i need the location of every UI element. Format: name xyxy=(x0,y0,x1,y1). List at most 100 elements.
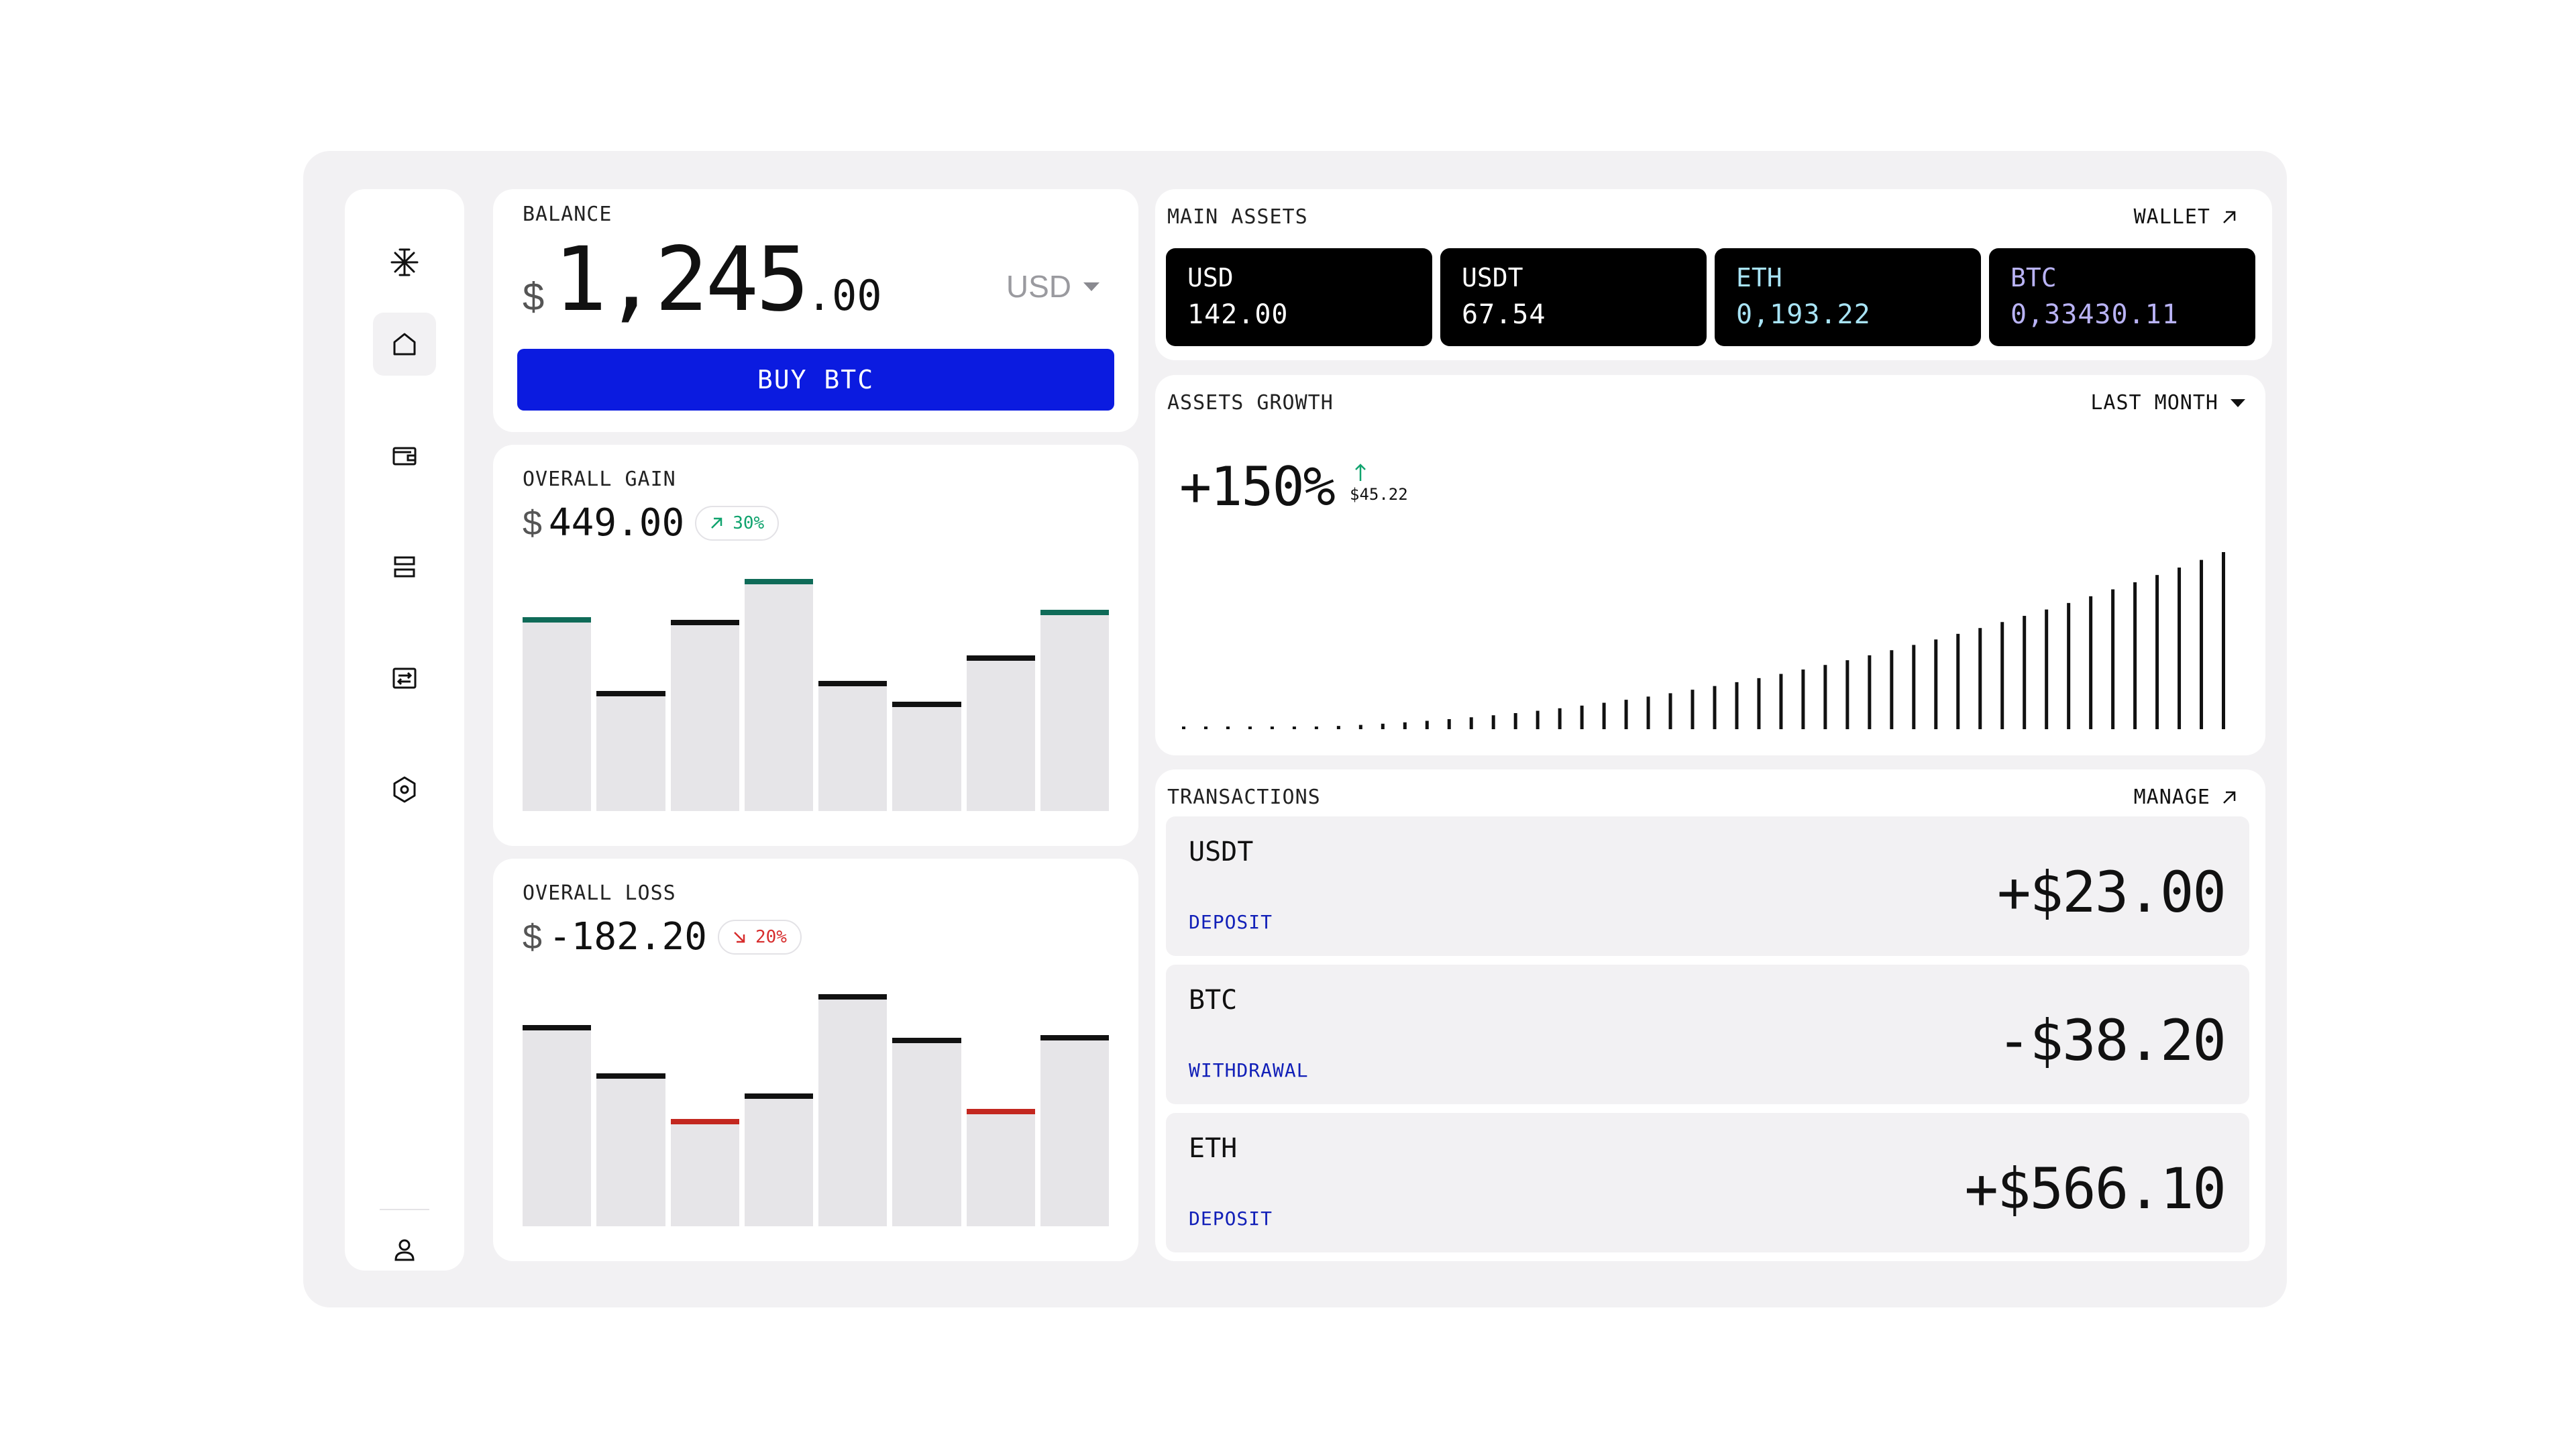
gain-currency-sign: $ xyxy=(523,503,542,543)
bar xyxy=(818,994,888,1226)
bar-cap xyxy=(818,994,888,1000)
growth-bar xyxy=(1447,718,1451,729)
bar xyxy=(966,655,1035,811)
balance-label: BALANCE xyxy=(523,203,612,226)
growth-bar xyxy=(1934,639,1938,729)
transaction-type: DEPOSIT xyxy=(1189,1208,1273,1230)
sidebar-item-settings[interactable] xyxy=(373,758,436,821)
loss-bar-chart xyxy=(523,859,1109,1226)
bar xyxy=(892,701,961,811)
asterisk-logo-icon[interactable] xyxy=(373,231,436,294)
asset-tile-usdt[interactable]: USDT 67.54 xyxy=(1440,248,1707,346)
growth-bar xyxy=(1845,660,1849,729)
growth-bar xyxy=(1624,700,1628,729)
asset-value: 142.00 xyxy=(1187,299,1289,330)
growth-bar xyxy=(1779,674,1783,729)
growth-bar xyxy=(2000,622,2004,729)
wallet-link[interactable]: WALLET xyxy=(2134,205,2239,229)
growth-bar xyxy=(2222,552,2225,729)
bar-cap xyxy=(523,617,592,623)
gain-value-row: $ 449.00 30% xyxy=(523,501,780,545)
transactions-label: TRANSACTIONS xyxy=(1167,786,1321,809)
arrow-up-right-icon xyxy=(711,517,722,529)
bar xyxy=(892,1037,961,1226)
bar-cap xyxy=(744,1093,813,1099)
manage-link[interactable]: MANAGE xyxy=(2134,786,2239,809)
balance-dec: .00 xyxy=(806,271,882,320)
transaction-type: WITHDRAWAL xyxy=(1189,1059,1309,1081)
profile-button[interactable] xyxy=(373,1218,436,1281)
chevron-down-icon xyxy=(2231,398,2245,407)
growth-bar xyxy=(2155,575,2159,729)
growth-bar xyxy=(1336,726,1340,729)
transaction-asset: BTC xyxy=(1189,985,1238,1016)
main-assets-card: MAIN ASSETS WALLET USD 142.00 USDT 67.54… xyxy=(1155,189,2272,360)
transaction-amount: -$38.20 xyxy=(1996,1008,2226,1073)
transaction-asset: USDT xyxy=(1189,837,1254,867)
dashboard-frame: BALANCE $ 1,245 .00 USD BUY BTC OVERALL … xyxy=(303,151,2287,1307)
growth-bar xyxy=(1248,727,1252,729)
growth-bar xyxy=(1226,727,1230,729)
gain-label: OVERALL GAIN xyxy=(523,468,676,491)
transaction-asset: ETH xyxy=(1189,1133,1238,1164)
growth-bar xyxy=(1381,723,1385,729)
asset-tile-btc[interactable]: BTC 0,33430.11 xyxy=(1989,248,2255,346)
gain-value: 449.00 xyxy=(548,501,685,545)
home-icon xyxy=(393,333,416,356)
bar xyxy=(596,691,665,811)
sidebar-item-exchange[interactable] xyxy=(373,647,436,710)
growth-bar xyxy=(1912,645,1916,729)
main-assets-label: MAIN ASSETS xyxy=(1167,205,1308,229)
bar-cap xyxy=(1040,609,1109,615)
asset-tile-usd[interactable]: USD 142.00 xyxy=(1166,248,1432,346)
bar-cap xyxy=(892,701,961,707)
sidebar-item-wallet[interactable] xyxy=(373,424,436,487)
growth-bar xyxy=(1823,665,1827,729)
asset-tile-eth[interactable]: ETH 0,193.22 xyxy=(1715,248,1981,346)
growth-bar xyxy=(1513,713,1517,729)
bar-cap xyxy=(966,655,1035,661)
growth-bar xyxy=(2200,559,2204,729)
bar xyxy=(744,579,813,811)
growth-bar xyxy=(1713,686,1717,729)
sidebar-divider xyxy=(380,1209,429,1210)
transaction-row[interactable]: USDT DEPOSIT +$23.00 xyxy=(1166,816,2249,956)
sidebar-item-list[interactable] xyxy=(373,535,436,598)
growth-bar xyxy=(1558,708,1562,729)
growth-bar xyxy=(2067,602,2071,729)
loss-label: OVERALL LOSS xyxy=(523,881,676,905)
growth-bar xyxy=(2045,609,2049,729)
assets-growth-label: ASSETS GROWTH xyxy=(1167,391,1334,415)
growth-bar xyxy=(1668,693,1672,729)
bar xyxy=(670,1119,739,1226)
bar-cap xyxy=(744,579,813,585)
growth-bar xyxy=(1358,724,1362,729)
buy-btc-button[interactable]: BUY BTC xyxy=(517,349,1114,411)
chevron-down-icon xyxy=(1083,282,1099,291)
bar-cap xyxy=(596,691,665,697)
sidebar-item-home[interactable] xyxy=(373,313,436,376)
growth-bar xyxy=(2178,568,2182,729)
user-icon xyxy=(394,1239,415,1261)
growth-bar xyxy=(1403,722,1407,729)
growth-bar xyxy=(1182,727,1185,729)
bar-cap xyxy=(670,620,739,625)
transaction-row[interactable]: BTC WITHDRAWAL -$38.20 xyxy=(1166,965,2249,1104)
growth-bar xyxy=(1735,682,1739,729)
bar xyxy=(818,681,888,811)
growth-bar xyxy=(1690,690,1695,729)
asset-name: USD xyxy=(1187,263,1234,292)
overall-loss-card: OVERALL LOSS $ -182.20 20% xyxy=(493,859,1138,1261)
loss-value: -182.20 xyxy=(548,915,707,959)
currency-select[interactable]: USD xyxy=(1006,268,1099,305)
overall-gain-card: OVERALL GAIN $ 449.00 30% xyxy=(493,445,1138,846)
arrow-down-right-icon xyxy=(734,931,745,943)
balance-card: BALANCE $ 1,245 .00 USD BUY BTC xyxy=(493,189,1138,432)
growth-bar xyxy=(1580,705,1584,729)
asset-name: ETH xyxy=(1736,263,1782,292)
growth-bar-chart xyxy=(1182,552,2225,729)
period-select[interactable]: LAST MONTH xyxy=(2090,391,2245,415)
transaction-type: DEPOSIT xyxy=(1189,911,1273,933)
arrow-up-icon xyxy=(1355,464,1366,481)
transaction-row[interactable]: ETH DEPOSIT +$566.10 xyxy=(1166,1113,2249,1252)
